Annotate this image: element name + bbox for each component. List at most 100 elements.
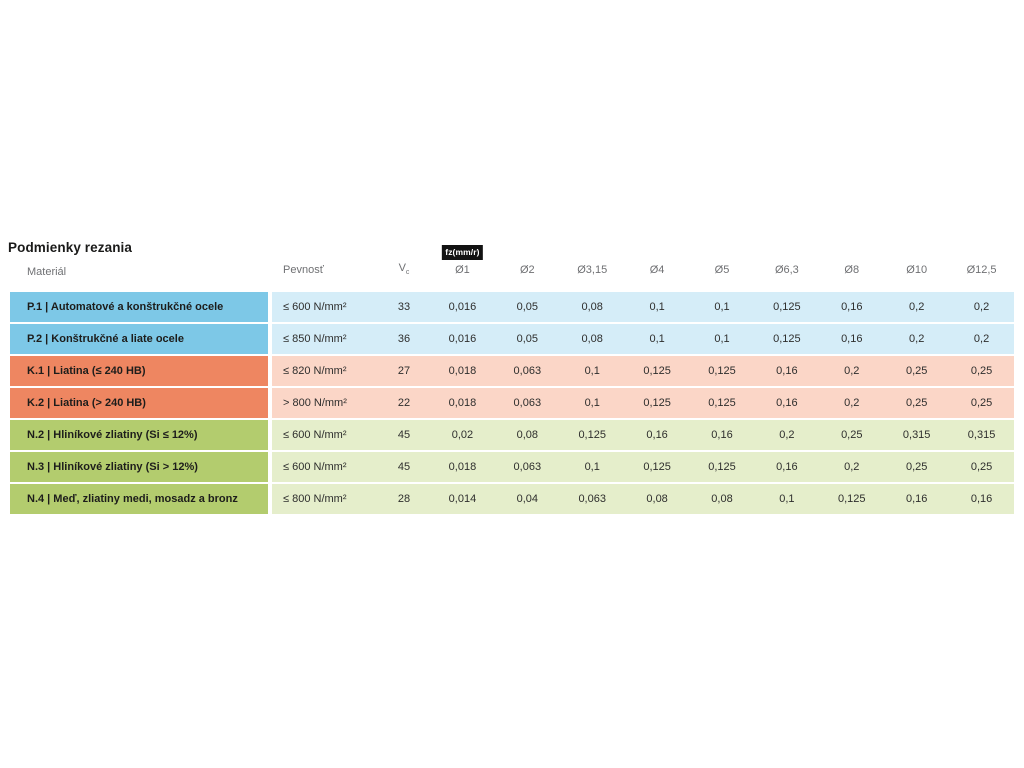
feed-value-cell: 0,1 [714,301,730,314]
feed-value-cell: 0,25 [905,461,928,474]
feed-value-cell: 0,125 [773,301,801,314]
feed-value-cell: 0,16 [711,429,733,442]
table-row: K.2 | Liatina (> 240 HB) > 800 N/mm² 22 … [10,388,1014,419]
feed-value-cell: 0,08 [581,333,603,346]
cutting-speed-cell: 28 [397,493,411,506]
strength-cell: ≤ 600 N/mm² [283,301,347,314]
diameter-label: Ø6,3 [774,264,799,277]
row-data: ≤ 820 N/mm² 27 0,018 0,063 0,1 0,125 0,125 0,… [272,356,1014,387]
cutting-speed-cell: 45 [397,461,411,474]
feed-value-cell: 0,2 [973,333,990,346]
column-header-diameter: Ø10 [884,264,949,277]
feed-value-cell: 0,16 [776,365,798,378]
feed-value-cell: 0,25 [970,365,993,378]
feed-value-cell: 0,018 [448,365,477,378]
feed-value-cell: 0,04 [516,493,539,506]
table-header-row: Materiál Pevnosť Vc fz(mm/r) Ø1 Ø2 Ø3,15 Ø4 Ø… [10,245,1014,290]
strength-cell: ≤ 600 N/mm² [283,461,347,474]
feed-value-cell: 0,2 [973,301,990,314]
table-row: N.2 | Hliníkové zliatiny (Si ≤ 12%) ≤ 60… [10,420,1014,451]
feed-value-cell: 0,016 [448,333,477,346]
feed-value-cell: 0,25 [970,397,993,410]
diameter-label: Ø2 [519,264,535,277]
row-data: ≤ 600 N/mm² 33 0,016 0,05 0,08 0,1 0,1 0,125 0… [272,292,1014,323]
column-header-strength: Pevnosť [283,264,324,277]
feed-value-cell: 0,2 [779,429,795,442]
strength-cell: ≤ 800 N/mm² [283,493,347,506]
diameter-label: Ø4 [649,264,665,277]
row-data: > 800 N/mm² 22 0,018 0,063 0,1 0,125 0,125 0,… [272,388,1014,419]
feed-value-cell: 0,315 [967,429,996,442]
column-header-diameter: fz(mm/r) Ø1 [430,245,495,277]
feed-value-cell: 0,08 [581,301,603,314]
table-row: P.2 | Konštrukčné a liate ocele ≤ 850 N/… [10,324,1014,355]
table-row: N.3 | Hliníkové zliatiny (Si > 12%) ≤ 60… [10,452,1014,483]
feed-value-cell: 0,125 [643,461,671,474]
column-header-diameter: Ø3,15 [560,264,625,277]
feed-value-cell: 0,2 [909,333,925,346]
feed-value-cell: 0,125 [578,429,606,442]
diameter-label: Ø1 [455,264,470,277]
feed-value-cell: 0,125 [773,333,801,346]
column-header-cutting-speed: Vc [378,262,430,279]
material-cell: K.1 | Liatina (≤ 240 HB) [10,356,268,387]
feed-value-cell: 0,1 [649,333,665,346]
strength-cell: > 800 N/mm² [283,397,347,410]
feed-value-cell: 0,1 [584,461,600,474]
feed-value-cell: 0,063 [513,397,542,410]
feed-value-cell: 0,1 [714,333,730,346]
cutting-speed-cell: 22 [397,397,411,410]
feed-value-cell: 0,2 [909,301,925,314]
material-cell: K.2 | Liatina (> 240 HB) [10,388,268,419]
feed-value-cell: 0,16 [776,461,798,474]
feed-value-cell: 0,063 [578,493,606,506]
vc-subscript: c [405,269,410,277]
cutting-conditions-table: Materiál Pevnosť Vc fz(mm/r) Ø1 Ø2 Ø3,15 Ø4 Ø… [10,245,1014,515]
cutting-speed-cell: 27 [397,365,411,378]
feed-value-cell: 0,2 [844,397,860,410]
column-header-diameter: Ø4 [625,264,690,277]
feed-value-cell: 0,125 [838,493,866,506]
cutting-speed-cell: 36 [397,333,411,346]
table-body: P.1 | Automatové a konštrukčné ocele ≤ 6… [10,292,1014,515]
column-header-diameter: Ø12,5 [949,264,1014,277]
feed-value-cell: 0,016 [448,301,477,314]
feed-value-cell: 0,063 [513,365,542,378]
column-header-diameter: Ø2 [495,264,560,277]
feed-value-cell: 0,16 [841,301,863,314]
material-cell: N.2 | Hliníkové zliatiny (Si ≤ 12%) [10,420,268,451]
feed-value-cell: 0,25 [970,461,993,474]
feed-value-cell: 0,018 [448,397,477,410]
feed-value-cell: 0,018 [448,461,477,474]
material-cell: P.2 | Konštrukčné a liate ocele [10,324,268,355]
column-header-diameter: Ø6,3 [754,264,819,277]
page-title: Podmienky rezania [8,240,132,255]
feed-value-cell: 0,16 [646,429,668,442]
vc-symbol: V [398,262,406,274]
feed-value-cell: 0,063 [513,461,542,474]
feed-value-cell: 0,125 [708,397,736,410]
cutting-speed-cell: 33 [397,301,411,314]
feed-value-cell: 0,125 [708,461,736,474]
diameter-label: Ø3,15 [577,264,608,277]
column-header-diameter: Ø8 [819,264,884,277]
feed-value-cell: 0,16 [905,493,928,506]
feed-value-cell: 0,05 [516,333,539,346]
strength-cell: ≤ 820 N/mm² [283,365,347,378]
feed-value-cell: 0,1 [584,397,600,410]
feed-value-cell: 0,08 [516,429,539,442]
feed-value-cell: 0,1 [779,493,795,506]
row-data: ≤ 850 N/mm² 36 0,016 0,05 0,08 0,1 0,1 0,125 0… [272,324,1014,355]
table-row: P.1 | Automatové a konštrukčné ocele ≤ 6… [10,292,1014,323]
feed-value-cell: 0,25 [905,397,928,410]
row-data: ≤ 600 N/mm² 45 0,02 0,08 0,125 0,16 0,16 0,2 0… [272,420,1014,451]
strength-cell: ≤ 850 N/mm² [283,333,347,346]
material-cell: P.1 | Automatové a konštrukčné ocele [10,292,268,323]
feed-value-cell: 0,2 [844,365,860,378]
cutting-speed-cell: 45 [397,429,411,442]
feed-value-cell: 0,25 [841,429,863,442]
feed-value-cell: 0,08 [711,493,733,506]
feed-value-cell: 0,315 [902,429,931,442]
feed-value-cell: 0,16 [970,493,993,506]
